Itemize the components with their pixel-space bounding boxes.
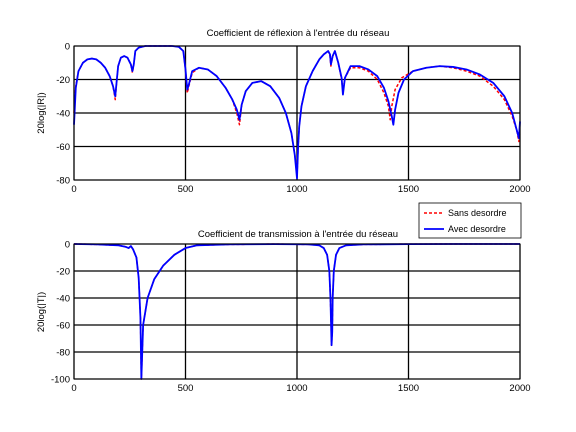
- y-tick-label: -60: [56, 142, 70, 153]
- x-tick-label: 0: [71, 383, 76, 394]
- y-tick-label: -40: [56, 109, 70, 120]
- series-line-avec-desordre: [73, 45, 521, 180]
- x-tick-label: 0: [71, 184, 76, 195]
- plot-frame: [73, 45, 521, 181]
- x-tick-label: 2000: [509, 383, 530, 394]
- y-tick-label: -40: [56, 294, 70, 305]
- reflection-ylabel: 20log(|R|): [36, 92, 47, 133]
- x-tick-label: 1500: [398, 383, 419, 394]
- y-tick-label: 0: [65, 240, 70, 251]
- legend-label-sans-desordre: Sans desordre: [448, 208, 507, 218]
- y-tick-label: -80: [56, 348, 70, 359]
- reflection-title: Coefficient de réflexion à l'entrée du r…: [207, 28, 390, 39]
- transmission-panel: Coefficient de transmission à l'entrée d…: [36, 229, 531, 394]
- reflection-axes: 0 500 1000 1500 2000 0 -20 -40 -60 -80: [56, 42, 530, 196]
- x-tick-label: 1500: [398, 184, 419, 195]
- legend-box: [418, 202, 522, 239]
- x-tick-label: 1000: [286, 184, 307, 195]
- y-tick-label: -100: [51, 375, 70, 386]
- legend: Sans desordre Avec desordre: [418, 202, 522, 239]
- transmission-ylabel: 20log(|T|): [36, 292, 47, 332]
- y-tick-label: -80: [56, 176, 70, 187]
- x-tick-label: 1000: [286, 383, 307, 394]
- y-tick-label: -20: [56, 75, 70, 86]
- x-tick-label: 500: [178, 184, 194, 195]
- reflection-series: [73, 45, 521, 180]
- y-tick-label: -60: [56, 321, 70, 332]
- transmission-axes: 0 500 1000 1500 2000 0 -20 -40 -60 -80 -100: [51, 240, 531, 395]
- x-tick-label: 500: [178, 383, 194, 394]
- x-tick-label: 2000: [509, 184, 530, 195]
- y-tick-label: 0: [65, 42, 70, 53]
- transmission-title: Coefficient de transmission à l'entrée d…: [198, 229, 398, 240]
- legend-label-avec-desordre: Avec desordre: [448, 224, 506, 234]
- reflection-panel: Coefficient de réflexion à l'entrée du r…: [36, 28, 531, 195]
- plot-frame: [73, 243, 521, 380]
- y-tick-label: -20: [56, 267, 70, 278]
